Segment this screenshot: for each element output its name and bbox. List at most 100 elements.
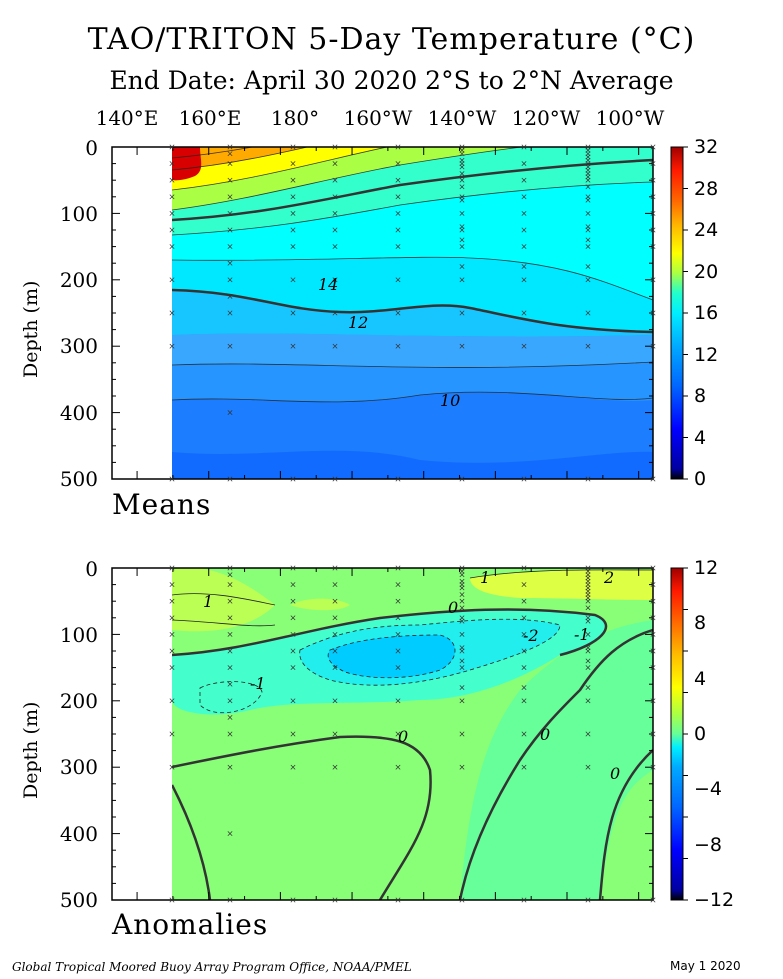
- means-contour-label: 14: [318, 275, 338, 294]
- means-colorbar: [670, 146, 684, 480]
- buoy-measurement-mark: [227, 598, 233, 604]
- buoy-measurement-mark: [227, 260, 233, 266]
- buoy-measurement-mark: [521, 161, 527, 167]
- colorbar-tick-label: 4: [694, 668, 707, 690]
- buoy-measurement-mark: [332, 698, 338, 704]
- buoy-measurement-mark: [459, 618, 465, 624]
- buoy-measurement-mark: [290, 897, 296, 903]
- buoy-measurement-mark: [585, 227, 591, 233]
- buoy-measurement-mark: [227, 476, 233, 482]
- buoy-measurement-mark: [332, 210, 338, 216]
- buoy-measurement-mark: [395, 194, 401, 200]
- buoy-measurement-mark: [227, 582, 233, 588]
- buoy-measurement-mark: [395, 665, 401, 671]
- buoy-measurement-mark: [521, 665, 527, 671]
- means-field: [172, 147, 653, 479]
- buoy-measurement-mark: [521, 565, 527, 571]
- buoy-measurement-mark: [332, 615, 338, 621]
- colorbar-tick-label: 32: [694, 136, 719, 158]
- buoy-measurement-mark: [459, 310, 465, 316]
- buoy-measurement-mark: [395, 476, 401, 482]
- buoy-measurement-mark: [227, 144, 233, 150]
- buoy-measurement-mark: [332, 244, 338, 250]
- buoy-measurement-mark: [650, 476, 656, 482]
- depth-tick-label: 500: [59, 467, 98, 491]
- buoy-measurement-mark: [650, 598, 656, 604]
- buoy-measurement-mark: [459, 177, 465, 183]
- buoy-measurement-mark: [227, 698, 233, 704]
- buoy-measurement-mark: [459, 572, 465, 578]
- buoy-measurement-mark: [459, 171, 465, 177]
- buoy-measurement-mark: [650, 161, 656, 167]
- buoy-measurement-mark: [521, 476, 527, 482]
- buoy-measurement-mark: [395, 631, 401, 637]
- buoy-measurement-mark: [650, 194, 656, 200]
- buoy-measurement-mark: [290, 227, 296, 233]
- lon-tick-label: 120°W: [511, 106, 581, 130]
- means-contour-label: 12: [348, 313, 368, 332]
- buoy-measurement-mark: [650, 631, 656, 637]
- buoy-measurement-mark: [585, 210, 591, 216]
- buoy-measurement-mark: [459, 184, 465, 190]
- buoy-measurement-mark: [585, 764, 591, 770]
- buoy-measurement-mark: [332, 582, 338, 588]
- anomalies-contour-label: -1: [250, 674, 266, 693]
- buoy-measurement-mark: [521, 648, 527, 654]
- buoy-measurement-mark: [521, 227, 527, 233]
- buoy-measurement-mark: [227, 227, 233, 233]
- buoy-measurement-mark: [332, 565, 338, 571]
- buoy-measurement-mark: [521, 598, 527, 604]
- buoy-measurement-mark: [459, 897, 465, 903]
- buoy-measurement-mark: [585, 310, 591, 316]
- buoy-measurement-mark: [650, 310, 656, 316]
- buoy-measurement-mark: [169, 897, 175, 903]
- buoy-measurement-mark: [332, 897, 338, 903]
- buoy-measurement-mark: [332, 177, 338, 183]
- buoy-measurement-mark: [459, 151, 465, 157]
- buoy-measurement-mark: [459, 764, 465, 770]
- buoy-measurement-mark: [227, 615, 233, 621]
- buoy-measurement-mark: [227, 194, 233, 200]
- buoy-measurement-mark: [169, 144, 175, 150]
- colorbar-tick-label: 8: [694, 612, 707, 634]
- buoy-measurement-mark: [459, 648, 465, 654]
- buoy-measurement-mark: [521, 685, 527, 690]
- buoy-measurement-mark: [395, 227, 401, 233]
- buoy-measurement-mark: [227, 831, 233, 837]
- buoy-measurement-mark: [290, 310, 296, 316]
- buoy-measurement-mark: [169, 177, 175, 183]
- depth-tick-label: 100: [59, 202, 98, 226]
- colorbar-tick-label: 24: [694, 219, 719, 241]
- buoy-measurement-mark: [585, 618, 591, 624]
- buoy-measurement-mark: [459, 605, 465, 611]
- buoy-measurement-mark: [459, 731, 465, 737]
- buoy-measurement-mark: [395, 582, 401, 588]
- buoy-measurement-mark: [521, 698, 527, 704]
- footer-credit: Global Tropical Moored Buoy Array Progra…: [12, 960, 412, 974]
- means-y-axis-label: Depth (m): [20, 280, 42, 378]
- buoy-measurement-mark: [459, 264, 465, 269]
- buoy-measurement-mark: [395, 177, 401, 183]
- buoy-measurement-mark: [227, 714, 233, 720]
- buoy-measurement-mark: [395, 648, 401, 654]
- depth-tick-label: 400: [59, 401, 98, 425]
- colorbar-tick-label: −12: [694, 889, 735, 911]
- anomalies-contour-label: -1: [574, 625, 590, 644]
- buoy-measurement-mark: [459, 277, 465, 283]
- buoy-measurement-mark: [521, 277, 527, 283]
- depth-tick-label: 300: [59, 755, 98, 779]
- buoy-measurement-mark: [290, 631, 296, 637]
- buoy-measurement-mark: [650, 343, 656, 349]
- buoy-measurement-mark: [585, 665, 591, 671]
- buoy-measurement-mark: [459, 592, 465, 598]
- buoy-measurement-mark: [395, 764, 401, 770]
- chart-title: TAO/TRITON 5-Day Temperature (°C): [87, 22, 696, 57]
- colorbar-tick-label: −8: [694, 834, 723, 856]
- chart-subtitle: End Date: April 30 2020 2°S to 2°N Avera…: [109, 66, 674, 95]
- buoy-measurement-mark: [169, 582, 175, 588]
- depth-tick-label: 0: [85, 136, 98, 160]
- buoy-measurement-mark: [459, 343, 465, 349]
- lon-tick-label: 140°W: [427, 106, 497, 130]
- buoy-measurement-mark: [521, 731, 527, 737]
